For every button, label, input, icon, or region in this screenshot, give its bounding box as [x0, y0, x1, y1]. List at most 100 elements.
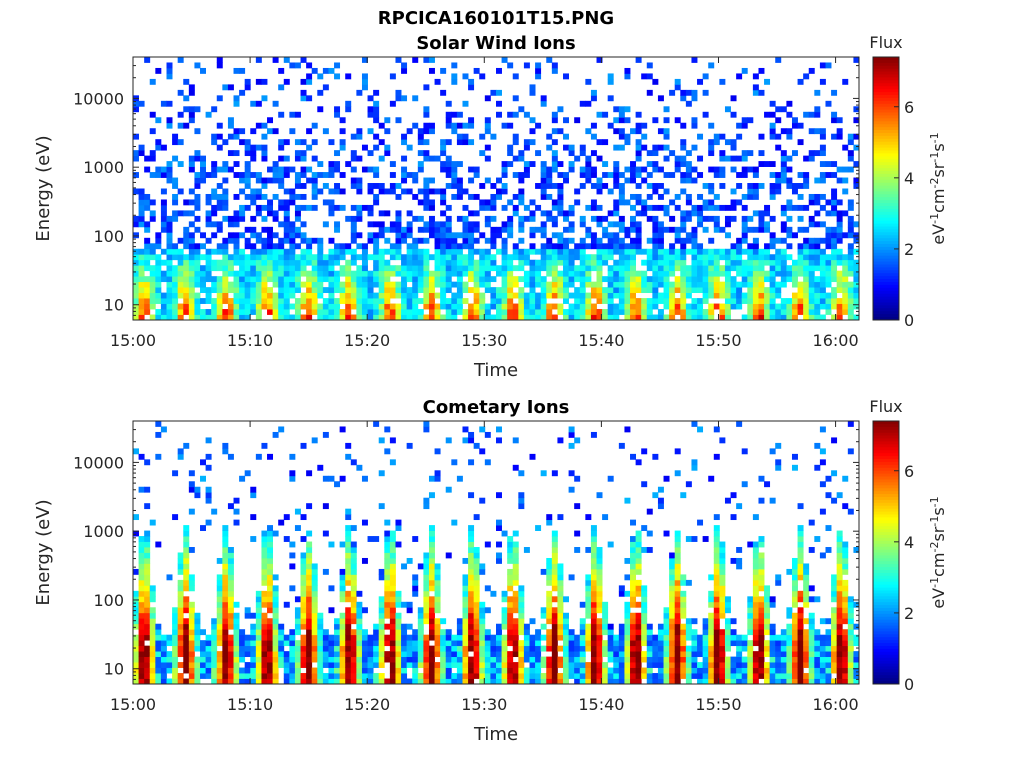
heatmap-cell: [529, 656, 536, 663]
heatmap-cell: [144, 574, 151, 581]
heatmap-cell: [842, 144, 849, 151]
heatmap-cell: [395, 519, 402, 526]
heatmap-cell: [590, 563, 597, 570]
heatmap-cell: [641, 525, 648, 531]
heatmap-cell: [831, 188, 838, 195]
heatmap-cell: [808, 259, 815, 266]
heatmap-cell: [412, 309, 419, 315]
heatmap-cell: [574, 645, 581, 652]
heatmap-cell: [194, 106, 201, 113]
heatmap-cell: [630, 166, 637, 173]
heatmap-cell: [339, 426, 346, 433]
heatmap-cell: [406, 645, 413, 652]
heatmap-cell: [451, 298, 458, 304]
heatmap-cell: [490, 287, 497, 294]
heatmap-cell: [177, 662, 184, 668]
heatmap-cell: [529, 645, 536, 652]
heatmap-cell: [311, 254, 318, 261]
heatmap-cell: [211, 629, 218, 636]
heatmap-cell: [607, 232, 614, 239]
heatmap-cell: [557, 601, 564, 608]
heatmap-cell: [736, 254, 743, 261]
heatmap-cell: [797, 139, 804, 146]
heatmap-cell: [149, 629, 156, 636]
heatmap-cell: [574, 503, 581, 510]
heatmap-cell: [462, 426, 469, 433]
heatmap-cell: [138, 607, 145, 614]
heatmap-cell: [356, 464, 363, 471]
heatmap-cell: [389, 662, 396, 668]
heatmap-cell: [434, 475, 441, 482]
heatmap-cell: [568, 259, 575, 266]
heatmap-cell: [255, 601, 262, 608]
heatmap-cell: [401, 634, 408, 641]
heatmap-cell: [468, 656, 475, 663]
heatmap-cell: [294, 651, 301, 658]
heatmap-cell: [496, 232, 502, 239]
heatmap-cell: [294, 183, 301, 189]
heatmap-cell: [741, 276, 748, 283]
heatmap-cell: [166, 117, 173, 124]
heatmap-cell: [250, 662, 257, 668]
heatmap-cell: [205, 276, 212, 283]
heatmap-cell: [853, 183, 860, 189]
heatmap-cell: [652, 78, 659, 85]
heatmap-cell: [652, 144, 659, 151]
heatmap-cell: [222, 270, 229, 277]
heatmap-cell: [814, 221, 821, 228]
heatmap-cell: [356, 128, 363, 135]
heatmap-cell: [596, 248, 603, 255]
heatmap-cell: [401, 259, 408, 266]
heatmap-cell: [434, 188, 441, 195]
heatmap-cell: [183, 541, 190, 548]
heatmap-cell: [563, 596, 569, 603]
heatmap-cell: [814, 314, 821, 321]
heatmap-cell: [468, 309, 475, 315]
heatmap-cell: [607, 541, 614, 548]
heatmap-cell: [423, 612, 430, 619]
heatmap-cell: [294, 287, 301, 294]
heatmap-cell: [568, 226, 575, 233]
heatmap-cell: [708, 199, 715, 206]
x-axis-label: Time: [473, 360, 518, 381]
heatmap-cell: [496, 248, 502, 255]
heatmap-cell: [401, 667, 408, 674]
heatmap-cell: [507, 111, 514, 118]
heatmap-cell: [797, 309, 804, 315]
heatmap-cell: [791, 259, 798, 266]
heatmap-cell: [261, 618, 268, 625]
heatmap-cell: [551, 574, 558, 581]
heatmap-cell: [641, 601, 648, 608]
heatmap-cell: [473, 640, 480, 647]
heatmap-cell: [579, 150, 586, 157]
heatmap-cell: [529, 287, 536, 294]
heatmap-cell: [395, 221, 402, 228]
heatmap-cell: [702, 314, 709, 321]
heatmap-cell: [730, 144, 737, 151]
heatmap-cell: [345, 276, 352, 283]
heatmap-cell: [847, 243, 854, 250]
heatmap-cell: [669, 568, 676, 575]
heatmap-cell: [434, 243, 441, 250]
heatmap-cell: [322, 309, 329, 315]
heatmap-cell: [216, 292, 223, 299]
heatmap-cell: [440, 232, 447, 239]
heatmap-cell: [730, 95, 737, 102]
heatmap-cell: [261, 557, 268, 564]
heatmap-cell: [200, 298, 206, 304]
heatmap-cell: [758, 133, 765, 140]
heatmap-cell: [188, 117, 195, 124]
heatmap-cell: [373, 629, 380, 636]
heatmap-cell: [646, 309, 653, 315]
heatmap-cell: [289, 221, 296, 228]
heatmap-cell: [356, 634, 363, 641]
heatmap-cell: [133, 678, 139, 685]
heatmap-cell: [496, 645, 502, 652]
heatmap-cell: [300, 232, 307, 239]
heatmap-cell: [356, 590, 363, 597]
heatmap-cell: [294, 281, 301, 288]
heatmap-cell: [356, 640, 363, 647]
heatmap-cell: [551, 634, 558, 641]
heatmap-cell: [479, 623, 486, 630]
heatmap-cell: [479, 645, 486, 652]
